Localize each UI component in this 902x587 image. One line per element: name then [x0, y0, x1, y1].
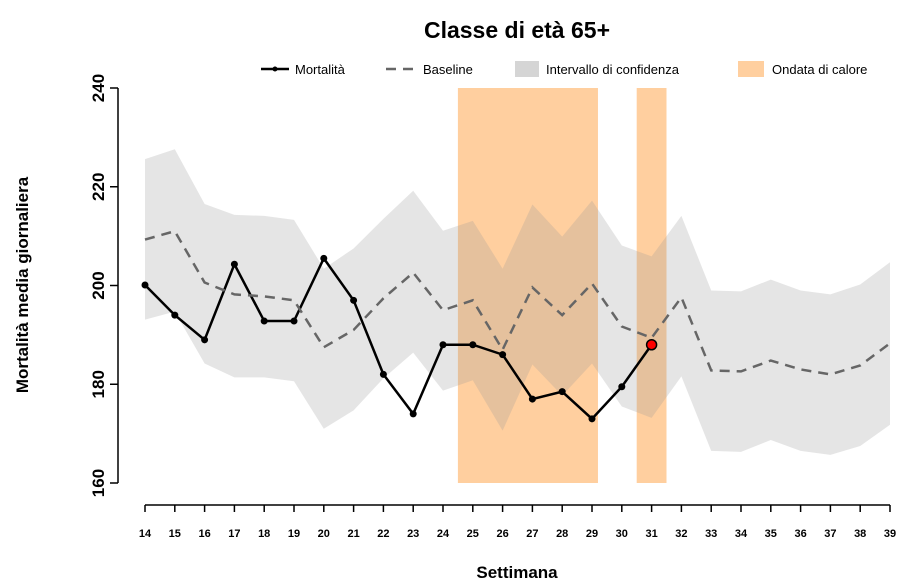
- chart-title: Classe di età 65+: [424, 17, 610, 43]
- y-tick-label: 180: [89, 370, 108, 398]
- point: [528, 395, 536, 403]
- x-tick-label: 39: [884, 528, 896, 540]
- point: [350, 296, 358, 304]
- x-tick-label: 38: [854, 528, 866, 540]
- y-tick-label: 220: [89, 173, 108, 201]
- legend-label: Ondata di calore: [772, 62, 867, 77]
- x-tick-label: 37: [824, 528, 836, 540]
- legend-label: Baseline: [423, 62, 473, 77]
- x-tick-label: 23: [407, 528, 419, 540]
- legend-point: [272, 66, 278, 72]
- x-tick-label: 30: [616, 528, 628, 540]
- y-tick-label: 200: [89, 271, 108, 299]
- point: [469, 341, 477, 349]
- confidence-band: [145, 149, 890, 455]
- x-tick-label: 27: [526, 528, 538, 540]
- point: [588, 415, 596, 423]
- point: [409, 410, 417, 418]
- point: [290, 317, 298, 325]
- x-tick-label: 28: [556, 528, 568, 540]
- point: [141, 281, 149, 289]
- x-tick-label: 15: [169, 528, 181, 540]
- x-tick-label: 22: [377, 528, 389, 540]
- point: [558, 388, 566, 396]
- point: [230, 260, 238, 268]
- x-tick-label: 14: [139, 528, 152, 540]
- x-tick-label: 33: [705, 528, 717, 540]
- x-tick-label: 26: [496, 528, 508, 540]
- x-tick-label: 32: [675, 528, 687, 540]
- point: [439, 341, 447, 349]
- point: [201, 336, 209, 344]
- x-tick-label: 24: [437, 528, 450, 540]
- x-tick-label: 31: [645, 528, 657, 540]
- y-tick-label: 160: [89, 469, 108, 497]
- y-axis-label: Mortalità media giornaliera: [13, 176, 32, 393]
- x-tick-label: 34: [735, 528, 748, 540]
- point: [171, 311, 179, 319]
- x-tick-label: 35: [765, 528, 777, 540]
- x-tick-label: 20: [318, 528, 330, 540]
- x-axis-label: Settimana: [476, 563, 558, 582]
- x-tick-label: 36: [794, 528, 806, 540]
- point: [260, 317, 268, 325]
- x-tick-label: 18: [258, 528, 270, 540]
- legend-label: Mortalità: [295, 62, 346, 77]
- series-line: [144, 255, 653, 421]
- point: [645, 339, 658, 351]
- series-line: [144, 229, 891, 376]
- x-tick-label: 16: [198, 528, 210, 540]
- point: [618, 383, 626, 391]
- legend-swatch: [738, 61, 764, 77]
- point: [379, 370, 387, 378]
- heat-wave: [636, 88, 667, 483]
- point: [499, 351, 507, 359]
- point: [320, 254, 328, 262]
- y-tick-label: 240: [89, 74, 108, 102]
- x-tick-label: 21: [347, 528, 359, 540]
- x-tick-label: 19: [288, 528, 300, 540]
- x-tick-label: 29: [586, 528, 598, 540]
- legend-label: Intervallo di confidenza: [546, 62, 680, 77]
- x-tick-label: 17: [228, 528, 240, 540]
- heat-wave: [457, 88, 598, 483]
- legend-swatch: [515, 61, 539, 77]
- x-tick-label: 25: [467, 528, 479, 540]
